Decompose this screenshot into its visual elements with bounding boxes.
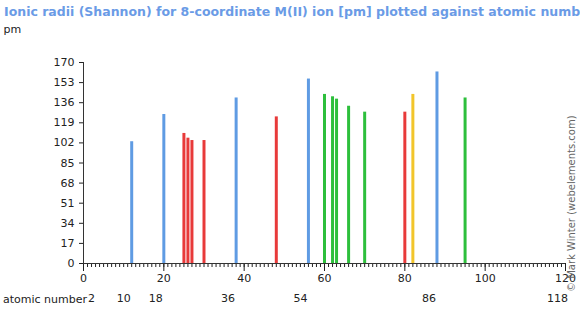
svg-text:36: 36	[221, 292, 235, 305]
svg-text:0: 0	[68, 257, 75, 270]
svg-text:0: 0	[80, 272, 87, 285]
svg-text:18: 18	[149, 292, 163, 305]
svg-text:80: 80	[398, 272, 412, 285]
svg-text:34: 34	[61, 217, 75, 230]
svg-text:86: 86	[422, 292, 436, 305]
svg-text:20: 20	[157, 272, 171, 285]
svg-text:118: 118	[547, 292, 568, 305]
svg-text:51: 51	[61, 197, 75, 210]
svg-text:60: 60	[318, 272, 332, 285]
svg-text:85: 85	[61, 157, 75, 170]
svg-text:153: 153	[54, 76, 75, 89]
svg-text:100: 100	[475, 272, 496, 285]
svg-text:2: 2	[88, 292, 95, 305]
svg-text:68: 68	[61, 177, 75, 190]
svg-text:17: 17	[61, 237, 75, 250]
svg-text:54: 54	[293, 292, 307, 305]
svg-text:136: 136	[54, 96, 75, 109]
svg-text:10: 10	[117, 292, 131, 305]
svg-text:170: 170	[54, 56, 75, 69]
svg-text:pm: pm	[4, 23, 22, 36]
svg-text:119: 119	[54, 116, 75, 129]
svg-text:102: 102	[54, 136, 75, 149]
svg-text:40: 40	[237, 272, 251, 285]
